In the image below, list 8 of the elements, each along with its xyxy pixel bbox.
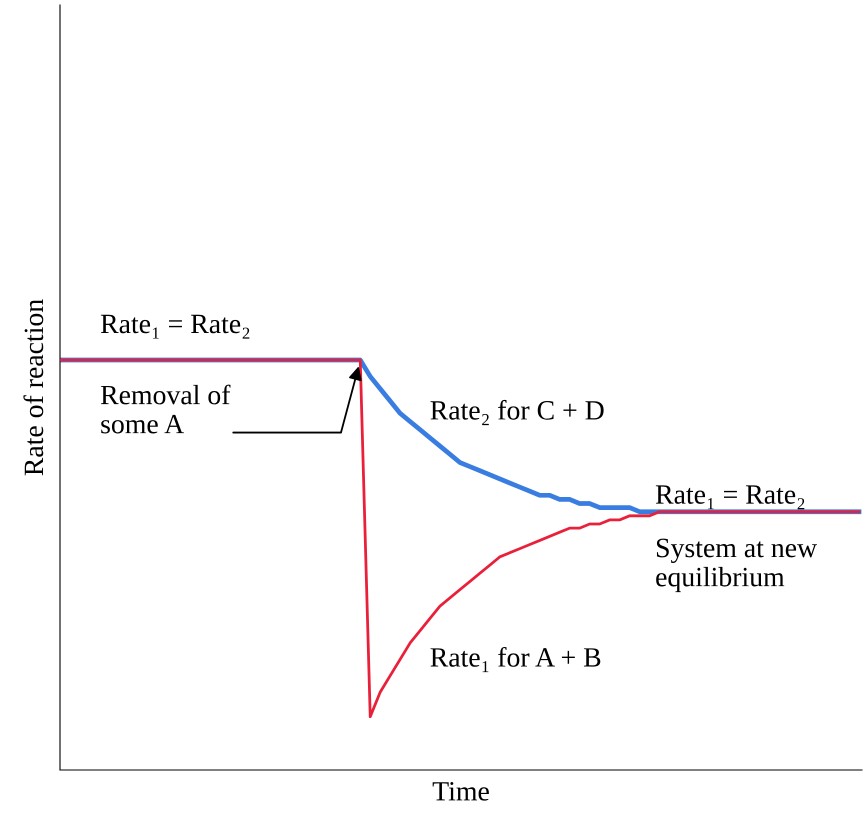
x-axis-title: Time	[432, 782, 489, 801]
annotation: Removal of some A	[100, 384, 230, 434]
annotation: Rate₁ = Rate₂	[656, 485, 804, 510]
annotation: Rate₂ for C + D	[430, 400, 604, 426]
annotation: System at new equilibrium	[656, 538, 817, 592]
annotation: Rate₁ for A + B	[430, 646, 600, 672]
text: Rate₁ = Rate₂	[100, 314, 250, 339]
y-axis-title: Rate of reaction	[23, 299, 44, 476]
